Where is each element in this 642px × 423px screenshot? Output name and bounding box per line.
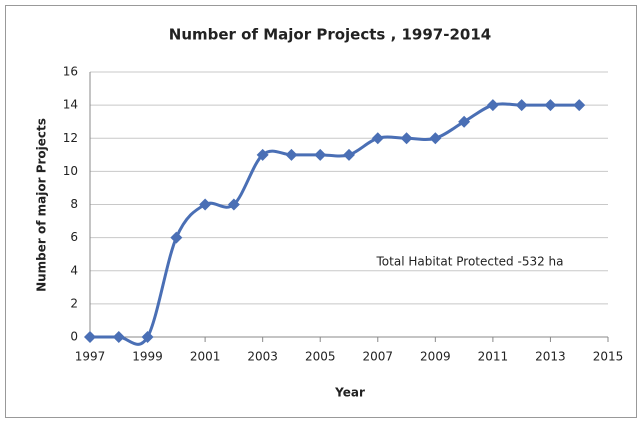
x-tick-label: 2001 bbox=[190, 350, 221, 364]
data-point bbox=[544, 99, 557, 112]
data-point bbox=[573, 99, 586, 112]
data-point bbox=[515, 99, 528, 112]
data-point bbox=[285, 148, 298, 161]
data-point bbox=[170, 231, 183, 244]
y-tick-label: 2 bbox=[70, 296, 78, 310]
x-tick-label: 2005 bbox=[305, 350, 336, 364]
data-point bbox=[314, 148, 327, 161]
y-tick-label: 6 bbox=[70, 230, 78, 244]
data-point bbox=[343, 148, 355, 161]
chart-title: Number of Major Projects , 1997-2014 bbox=[169, 26, 491, 44]
data-point bbox=[371, 132, 384, 145]
data-point bbox=[256, 148, 269, 161]
data-point bbox=[486, 99, 499, 112]
y-tick-label: 14 bbox=[63, 98, 78, 112]
chart-frame bbox=[5, 5, 637, 418]
x-tick-label: 1999 bbox=[132, 350, 163, 364]
data-point bbox=[429, 132, 442, 145]
data-point bbox=[84, 331, 96, 343]
data-point bbox=[400, 132, 413, 145]
data-point bbox=[112, 331, 125, 343]
x-tick-label: 2003 bbox=[247, 350, 278, 364]
y-tick-label: 0 bbox=[70, 330, 78, 344]
x-tick-label: 1997 bbox=[75, 350, 106, 364]
y-tick-label: 12 bbox=[63, 131, 78, 145]
y-tick-label: 10 bbox=[63, 164, 78, 178]
data-point bbox=[227, 198, 240, 211]
annotation: Total Habitat Protected -532 ha bbox=[376, 255, 564, 269]
x-tick-label: 2011 bbox=[478, 350, 509, 364]
x-tick-label: 2007 bbox=[363, 350, 394, 364]
x-axis-title: Year bbox=[334, 386, 365, 400]
data-point bbox=[458, 115, 471, 128]
y-axis-title: Number of major Projects bbox=[35, 118, 49, 292]
data-point bbox=[141, 331, 154, 343]
x-tick-label: 2015 bbox=[593, 350, 624, 364]
y-tick-label: 4 bbox=[70, 263, 78, 277]
y-tick-label: 8 bbox=[70, 197, 78, 211]
x-tick-label: 2013 bbox=[535, 350, 566, 364]
x-tick-label: 2009 bbox=[420, 350, 451, 364]
data-point bbox=[199, 198, 212, 211]
y-tick-label: 16 bbox=[63, 65, 78, 79]
